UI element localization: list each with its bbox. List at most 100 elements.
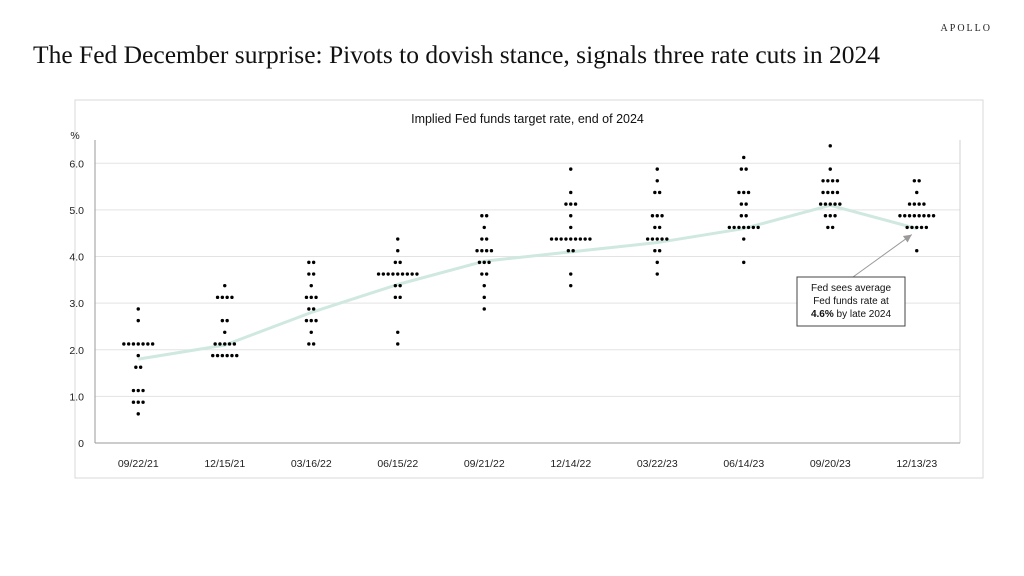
- fomc-dot: [739, 214, 744, 218]
- fomc-dot: [665, 237, 669, 241]
- fomc-dot: [386, 272, 390, 276]
- fomc-dot: [821, 190, 825, 195]
- fomc-dot: [314, 295, 318, 300]
- fomc-dot: [564, 202, 568, 206]
- fomc-dot: [150, 342, 155, 346]
- fomc-dot: [484, 272, 489, 276]
- fomc-dot: [917, 202, 921, 206]
- fomc-dot: [737, 225, 741, 230]
- fomc-dot: [309, 283, 313, 288]
- annotation-suffix: by late 2024: [834, 309, 892, 320]
- fomc-dot: [653, 249, 657, 253]
- fomc-dot: [477, 260, 482, 265]
- fomc-dot: [215, 353, 220, 358]
- fomc-dot: [307, 272, 311, 276]
- fomc-dot: [126, 342, 131, 346]
- fomc-dot: [393, 283, 398, 288]
- fomc-dot: [396, 272, 400, 276]
- fomc-dot: [225, 295, 229, 300]
- page-title: The Fed December surprise: Pivots to dov…: [33, 40, 880, 69]
- fomc-dot: [415, 272, 419, 276]
- fomc-dot: [915, 249, 919, 253]
- fomc-dot: [309, 318, 313, 323]
- fomc-dot: [314, 318, 318, 323]
- average-rate-line: [138, 203, 918, 361]
- fomc-dot: [727, 225, 732, 230]
- fomc-dot: [482, 295, 486, 300]
- fomc-dot: [826, 225, 830, 230]
- fomc-dot: [487, 260, 491, 265]
- fomc-dot: [838, 202, 842, 206]
- fomc-dot: [657, 190, 662, 195]
- annotation-line-2: Fed funds rate at: [813, 296, 889, 307]
- fomc-dot: [818, 202, 823, 206]
- fomc-dot: [588, 237, 592, 241]
- fomc-dot: [650, 237, 655, 241]
- fomc-dot: [227, 342, 232, 346]
- x-tick-label: 09/22/21: [118, 458, 159, 470]
- fomc-dot: [927, 214, 931, 218]
- fomc-dot: [138, 365, 143, 369]
- fomc-dot: [136, 388, 140, 393]
- fomc-dot: [655, 237, 659, 241]
- annotation-line-3: 4.6% by late 2024: [811, 309, 892, 320]
- fomc-dot: [655, 272, 659, 276]
- fomc-dot: [311, 342, 316, 346]
- fomc-dot: [922, 214, 926, 218]
- fomc-dot: [376, 272, 381, 276]
- fomc-dot: [569, 167, 573, 171]
- fomc-dot: [136, 318, 140, 323]
- fomc-dot: [311, 260, 316, 265]
- fomc-dot: [136, 307, 140, 311]
- fomc-dot: [569, 283, 573, 288]
- fomc-dot: [480, 214, 484, 218]
- x-tick-label: 12/13/23: [896, 458, 937, 470]
- chart-title: Implied Fed funds target rate, end of 20…: [411, 112, 644, 126]
- fomc-dot: [739, 167, 744, 171]
- fomc-dot: [146, 342, 150, 346]
- fomc-dot: [645, 237, 650, 241]
- fomc-dot: [307, 260, 311, 265]
- fomc-dot: [917, 214, 921, 218]
- fomc-dot: [396, 249, 400, 253]
- fomc-dot: [480, 272, 484, 276]
- fomc-dot: [475, 249, 479, 253]
- fomc-dot: [907, 214, 912, 218]
- fomc-dot: [136, 353, 140, 358]
- fomc-dot: [746, 190, 751, 195]
- fomc-dot: [830, 179, 835, 183]
- fomc-dot: [915, 225, 919, 230]
- fomc-dot: [573, 237, 578, 241]
- fomc-dot: [554, 237, 559, 241]
- fomc-dot: [215, 295, 220, 300]
- fomc-dot: [235, 353, 239, 358]
- y-tick-label: 6.0: [69, 158, 84, 170]
- fomc-dot: [393, 295, 398, 300]
- fomc-dot: [559, 237, 563, 241]
- fomc-dot: [230, 295, 234, 300]
- fomc-dot: [136, 412, 140, 416]
- fomc-dot: [569, 190, 573, 195]
- fomc-dot: [823, 202, 828, 206]
- fomc-dot: [744, 214, 748, 218]
- annotation-value: 4.6%: [811, 309, 834, 320]
- fomc-dot: [751, 225, 756, 230]
- chart-border: [74, 99, 984, 479]
- annotation-arrow-line: [852, 234, 913, 278]
- fomc-dot: [400, 272, 405, 276]
- fomc-dot: [484, 237, 489, 241]
- fomc-dot: [131, 400, 136, 404]
- fomc-dot: [311, 307, 316, 311]
- fomc-dot: [742, 155, 746, 160]
- fomc-dot: [136, 342, 140, 346]
- fomc-dot: [398, 295, 402, 300]
- y-tick-label: 0: [78, 438, 84, 450]
- fomc-dot: [826, 179, 830, 183]
- fomc-dot: [578, 237, 583, 241]
- fomc-dot: [657, 249, 662, 253]
- y-tick-label: 5.0: [69, 205, 84, 217]
- fomc-dot: [915, 190, 919, 195]
- fomc-dot: [912, 179, 917, 183]
- fomc-dot: [569, 202, 573, 206]
